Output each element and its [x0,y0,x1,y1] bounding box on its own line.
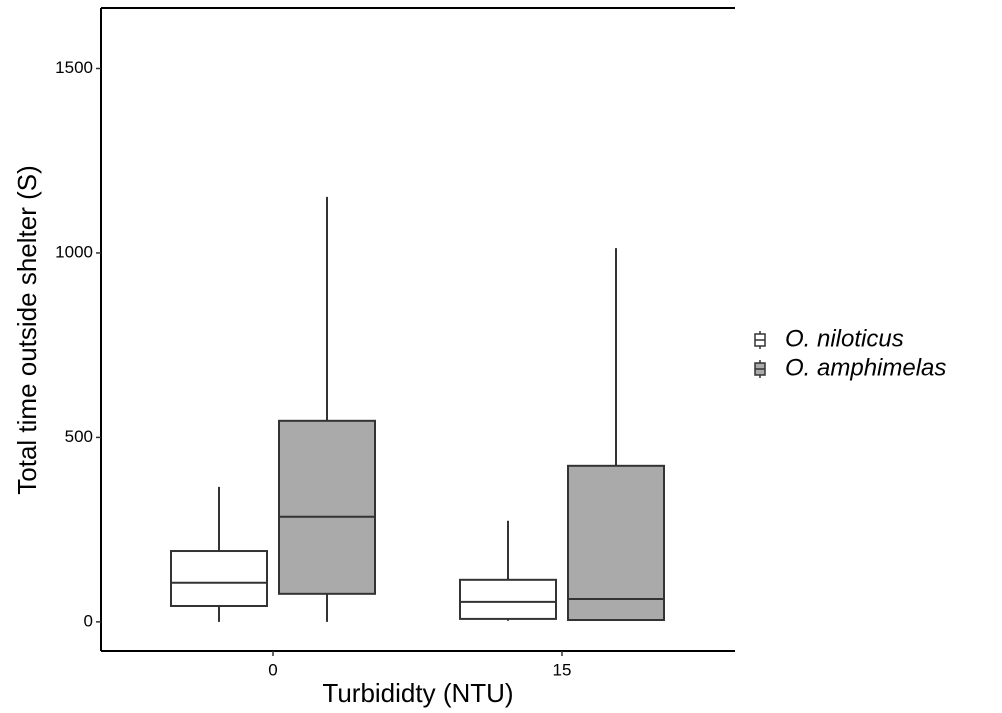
box [170,550,268,607]
box [459,578,557,620]
legend-label: O. niloticus [785,325,904,352]
box [567,464,665,622]
x-axis-title: Turbididty (NTU) [322,678,513,708]
y-tick-label: 1500 [55,58,93,77]
y-axis-title: Total time outside shelter (S) [12,165,42,494]
x-tick-label: 0 [268,660,277,679]
y-tick-label: 0 [84,611,93,630]
y-tick-label: 500 [65,427,93,446]
x-tick-label: 15 [553,660,572,679]
y-tick-label: 1000 [55,242,93,261]
legend-label: O. amphimelas [785,354,946,381]
box [278,419,376,595]
